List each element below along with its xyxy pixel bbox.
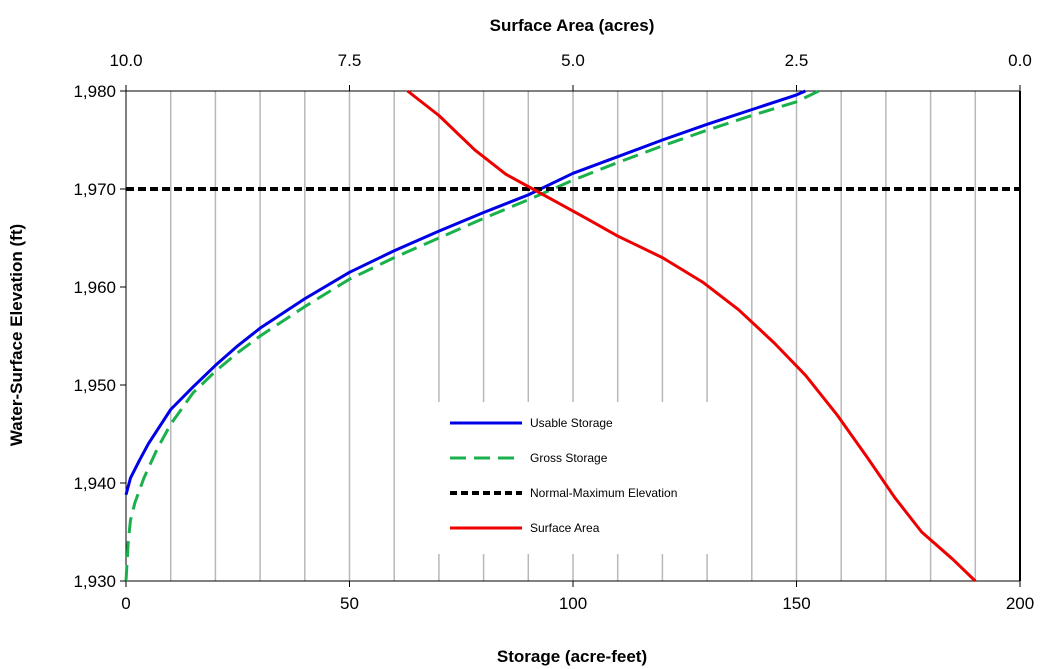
x2-tick-label: 5.0 — [561, 51, 585, 70]
x2-tick-label: 0.0 — [1008, 51, 1032, 70]
x-tick-label: 150 — [782, 594, 810, 613]
x-tick-label: 50 — [340, 594, 359, 613]
x2-tick-label: 2.5 — [785, 51, 809, 70]
series-layer — [124, 89, 1020, 583]
axes: 0 50 100 150 200 10.0 7.5 5.0 2.5 0.0 1,930 1,940 1,… — [73, 51, 1034, 613]
y-tick-label: 1,960 — [73, 278, 116, 297]
legend-item-surface-area: Surface Area — [450, 521, 600, 535]
series-line-usable-storage — [124, 89, 807, 496]
legend-label-normal-maximum-elevation: Normal-Maximum Elevation — [530, 486, 677, 500]
legend: Usable Storage Gross Storage Normal-Maxi… — [438, 402, 736, 554]
y-tick-label: 1,940 — [73, 474, 116, 493]
y-tick-label: 1,970 — [73, 180, 116, 199]
legend-item-usable-storage: Usable Storage — [450, 416, 613, 430]
legend-item-normal-maximum-elevation: Normal-Maximum Elevation — [450, 486, 677, 500]
y-tick-label: 1,950 — [73, 376, 116, 395]
legend-label-gross-storage: Gross Storage — [530, 451, 608, 465]
x2-axis-title: Surface Area (acres) — [490, 16, 655, 35]
series-line-surface-area — [406, 89, 977, 583]
x2-tick-label: 10.0 — [109, 51, 142, 70]
y-tick-label: 1,930 — [73, 572, 116, 591]
x-tick-label: 100 — [559, 594, 587, 613]
x-tick-label: 200 — [1006, 594, 1034, 613]
legend-item-gross-storage: Gross Storage — [450, 451, 608, 465]
y-tick-label: 1,980 — [73, 82, 116, 101]
y-axis-title: Water-Surface Elevation (ft) — [7, 224, 26, 446]
x-axis-title: Storage (acre-feet) — [497, 647, 647, 666]
x-tick-label: 0 — [121, 594, 130, 613]
x2-tick-label: 7.5 — [338, 51, 362, 70]
legend-label-usable-storage: Usable Storage — [530, 416, 613, 430]
legend-label-surface-area: Surface Area — [530, 521, 600, 535]
series-line-gross-storage — [124, 89, 820, 582]
